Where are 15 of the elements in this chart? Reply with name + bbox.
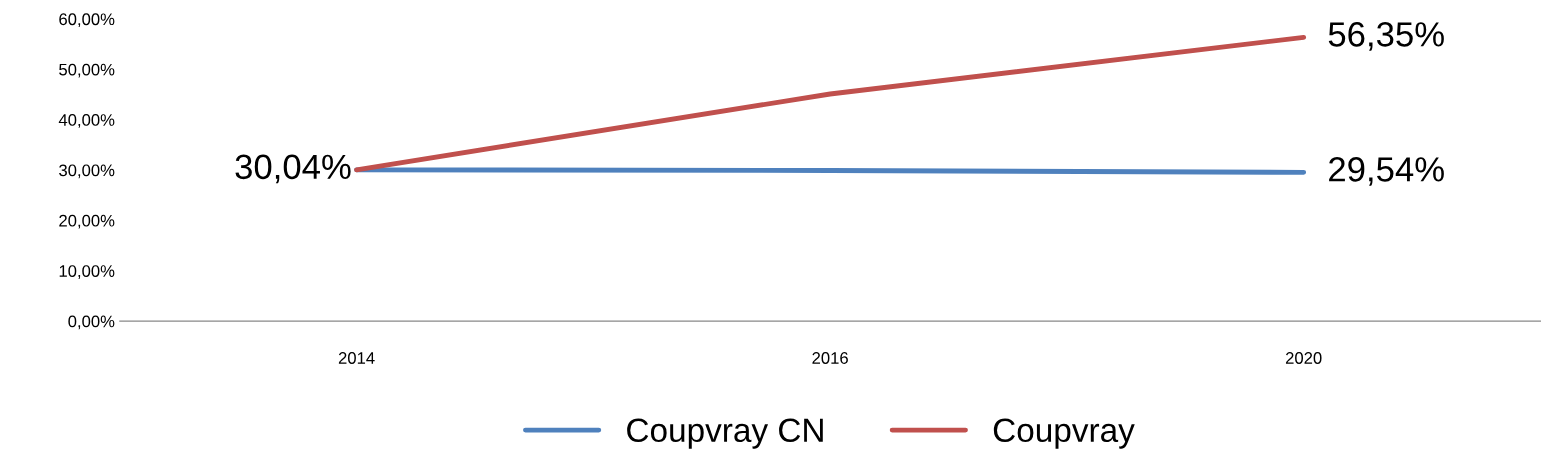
legend-label: Coupvray	[993, 418, 1135, 449]
data-label: 30,04%	[235, 154, 351, 184]
x-tick-label: 2014	[338, 352, 375, 364]
y-tick-label: 20,00%	[59, 214, 115, 229]
x-tick-label: 2020	[1285, 352, 1322, 364]
y-tick-label: 40,00%	[58, 114, 115, 128]
y-tick-label: 50,00%	[59, 63, 115, 78]
y-tick-label: 30,00%	[59, 164, 115, 179]
y-tick-label: 10,00%	[59, 265, 115, 279]
data-label: 56,35%	[1328, 22, 1444, 51]
x-tick-label: 2016	[812, 352, 848, 364]
legend-label: Coupvray CN	[627, 418, 823, 449]
y-tick-label: 0,00%	[68, 315, 115, 330]
y-tick-label: 60,00%	[59, 13, 115, 28]
data-label: 29,54%	[1329, 157, 1444, 186]
